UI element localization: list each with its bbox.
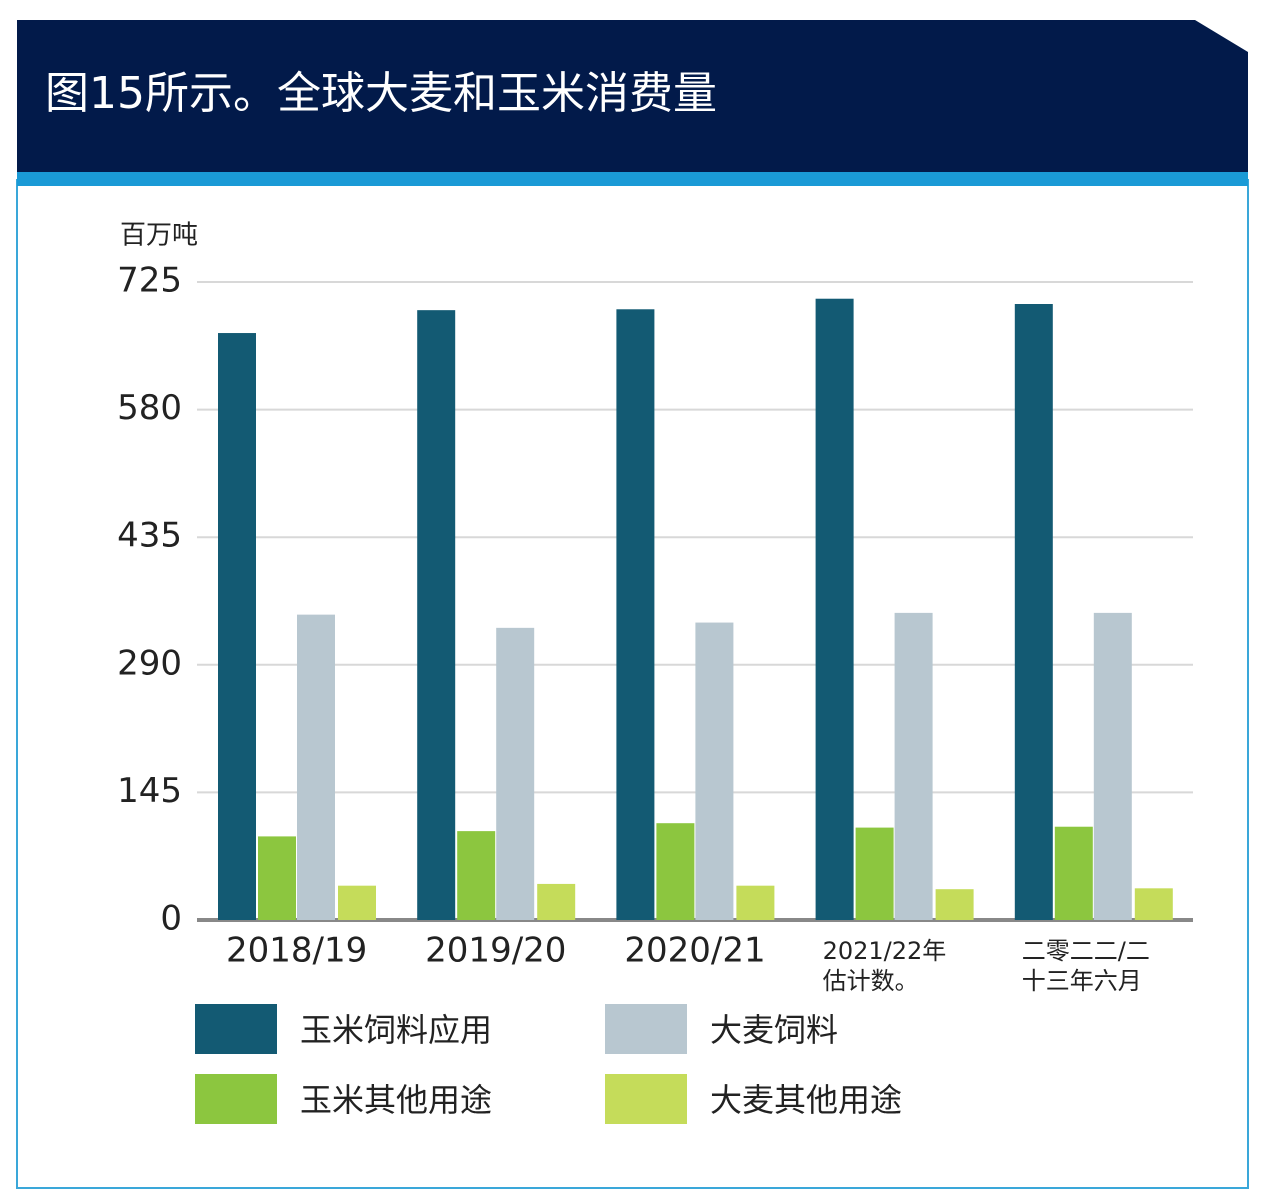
legend-label: 大麦饲料 bbox=[710, 1011, 838, 1049]
y-tick-label: 0 bbox=[160, 899, 182, 939]
bar bbox=[496, 627, 535, 920]
bar bbox=[1054, 826, 1093, 920]
legend-label: 大麦其他用途 bbox=[710, 1081, 902, 1119]
legend-swatch bbox=[605, 1004, 687, 1054]
bar bbox=[258, 836, 296, 920]
y-tick-label: 145 bbox=[117, 771, 182, 811]
x-tick-label: 2021/22年估计数。 bbox=[823, 937, 947, 995]
bar bbox=[815, 298, 854, 921]
x-tick-label: 2018/19 bbox=[226, 931, 367, 971]
y-tick-label: 290 bbox=[117, 643, 182, 683]
bar bbox=[935, 889, 974, 920]
header-strip bbox=[17, 172, 1248, 186]
legend-label: 玉米其他用途 bbox=[300, 1081, 492, 1119]
bar bbox=[537, 883, 576, 920]
legend-swatch bbox=[195, 1074, 277, 1124]
y-tick-label: 580 bbox=[117, 388, 182, 428]
x-tick-label: 2019/20 bbox=[425, 931, 566, 971]
y-tick-label: 435 bbox=[117, 516, 182, 556]
bar bbox=[1014, 304, 1053, 920]
bar bbox=[297, 614, 335, 920]
bar bbox=[338, 885, 376, 920]
bar bbox=[695, 622, 734, 920]
bar bbox=[855, 827, 894, 920]
bar bbox=[1093, 612, 1132, 920]
bar bbox=[616, 309, 655, 920]
bar bbox=[736, 885, 775, 920]
x-tick-label: 2020/21 bbox=[624, 931, 765, 971]
y-axis-label: 百万吨 bbox=[120, 221, 198, 251]
legend-swatch bbox=[195, 1004, 277, 1054]
bar bbox=[1134, 888, 1173, 920]
chart-title: 图15所示。全球大麦和玉米消费量 bbox=[45, 68, 717, 119]
y-tick-label: 725 bbox=[117, 261, 182, 301]
x-tick-label: 二零二二/二十三年六月 bbox=[1022, 937, 1150, 995]
header bbox=[17, 20, 1248, 172]
bar bbox=[417, 310, 456, 920]
legend-label: 玉米饲料应用 bbox=[300, 1011, 492, 1049]
legend-swatch bbox=[605, 1074, 687, 1124]
bar bbox=[218, 333, 256, 920]
bar bbox=[656, 823, 695, 920]
bar bbox=[894, 612, 933, 920]
bar bbox=[457, 831, 496, 920]
